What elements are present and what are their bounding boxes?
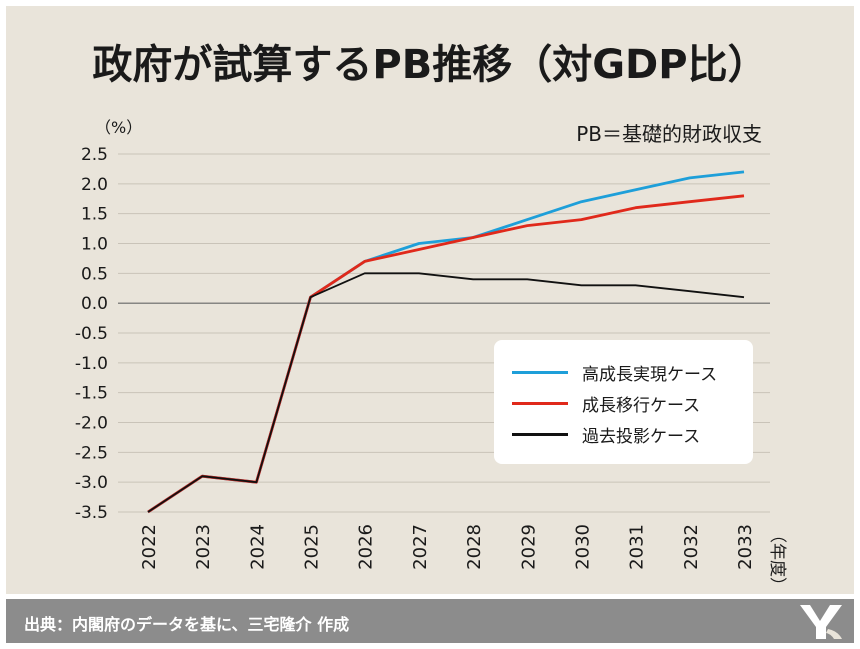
chart-title: 政府が試算するPB推移（対GDP比）	[92, 42, 768, 88]
legend-item-past: 過去投影ケース	[512, 419, 752, 449]
series-line-2	[147, 272, 745, 513]
x-tick-label: 2032	[681, 524, 702, 570]
legend-swatch-past	[512, 432, 568, 436]
y-tick-label: 0.0	[81, 294, 108, 314]
legend-label-high-growth: 高成長実現ケース	[582, 364, 718, 385]
y-tick-label: -1.5	[75, 384, 108, 404]
x-tick-label: 2023	[193, 524, 214, 570]
brand-logo-icon	[800, 605, 842, 639]
x-tick-label: 2025	[302, 524, 323, 570]
y-tick-label: -3.0	[75, 473, 108, 493]
y-tick-label: -0.5	[75, 324, 108, 344]
legend-item-transition: 成長移行ケース	[512, 388, 752, 418]
x-tick-label: 2030	[572, 524, 593, 570]
legend-swatch-transition	[512, 401, 568, 405]
chart-panel	[6, 6, 854, 594]
y-tick-label: 2.0	[81, 175, 108, 195]
x-tick-label: 2022	[139, 524, 160, 570]
y-tick-label: 0.5	[81, 264, 108, 284]
x-tick-label: 2033	[735, 524, 756, 570]
x-tick-label: 2027	[410, 524, 431, 570]
y-tick-label: 1.0	[81, 235, 108, 255]
y-tick-label: -2.5	[75, 443, 108, 463]
x-tick-label: 2028	[464, 524, 485, 570]
y-tick-label: -2.0	[75, 414, 108, 434]
y-tick-label: -3.5	[75, 503, 108, 523]
source-text: 出典：内閣府のデータを基に、三宅隆介 作成	[24, 615, 350, 634]
label-layer: 2.5 2.0 1.5 1.0 0.5 0.0 -0.5 -1.0 -1.5 -2.0 -2.5 -3…	[75, 118, 787, 594]
legend-swatch-high-growth	[512, 370, 568, 374]
x-axis-unit-label: （年度）	[767, 526, 787, 594]
series-layer	[147, 170, 745, 514]
y-tick-label: 2.5	[81, 145, 108, 165]
legend-label-past: 過去投影ケース	[582, 426, 701, 447]
source-footer: 出典：内閣府のデータを基に、三宅隆介 作成	[6, 599, 854, 643]
y-tick-label: -1.0	[75, 354, 108, 374]
legend: 高成長実現ケース 成長移行ケース 過去投影ケース	[494, 340, 753, 464]
pb-annotation: PB＝基礎的財政収支	[576, 122, 762, 146]
x-tick-label: 2029	[518, 524, 539, 570]
x-tick-label: 2024	[247, 524, 268, 570]
y-tick-label: 1.5	[81, 205, 108, 225]
y-axis-unit-label: （%）	[95, 118, 142, 137]
x-tick-label: 2026	[356, 524, 377, 570]
legend-item-high-growth: 高成長実現ケース	[512, 357, 752, 387]
x-tick-label: 2031	[627, 524, 648, 570]
legend-label-transition: 成長移行ケース	[582, 395, 701, 416]
